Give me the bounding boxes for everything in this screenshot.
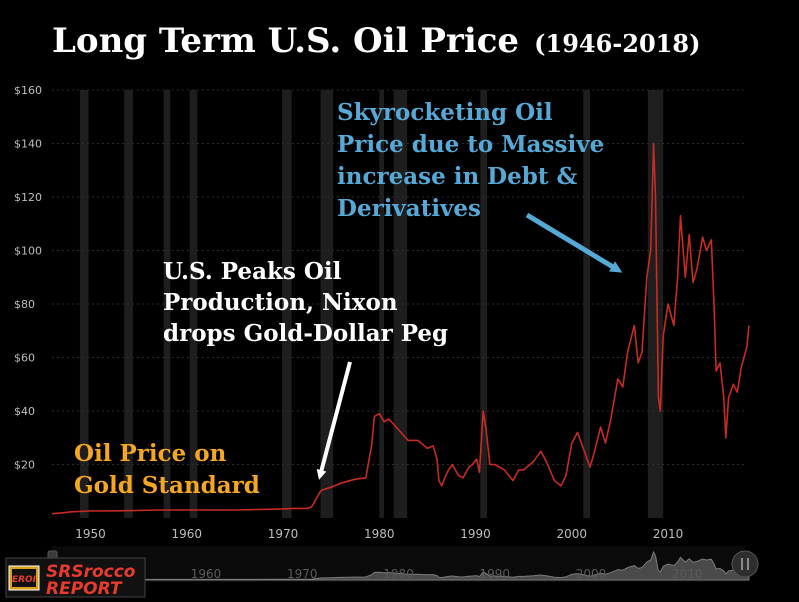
chart-title-main: Long Term U.S. Oil Price [52, 21, 519, 61]
ann-peak-line-2: drops Gold-Dollar Peg [163, 320, 448, 347]
annotation-gold-standard: Oil Price on Gold Standard [74, 440, 260, 499]
peak-oil-arrow [316, 361, 352, 480]
recession-band-9 [583, 90, 591, 518]
chart-title-sub: (1946-2018) [534, 29, 700, 58]
x-tick-label: 1970 [268, 527, 299, 541]
pause-handle-icon [731, 550, 759, 578]
y-tick-label: $160 [14, 84, 42, 97]
logo-badge-text: EROI [12, 575, 37, 585]
ann-gold-line-1: Gold Standard [74, 472, 260, 499]
y-tick-label: $60 [14, 352, 35, 365]
series-line-0 [51, 142, 750, 515]
srsrocco-logo: EROI SRSrocco REPORT [5, 557, 146, 599]
y-tick-label: $80 [14, 298, 35, 311]
ann-sky-line-3: Derivatives [337, 195, 481, 222]
ann-sky-line-2: increase in Debt & [337, 163, 577, 190]
logo-line2: REPORT [46, 579, 123, 599]
ann-peak-line-0: U.S. Peaks Oil [163, 258, 342, 285]
skyrocketing-arrow [525, 212, 623, 273]
y-tick-label: $120 [14, 191, 42, 204]
y-tick-label: $100 [14, 245, 42, 258]
grid-lines [52, 89, 745, 465]
ann-sky-line-1: Price due to Massive [337, 131, 604, 158]
ann-gold-line-0: Oil Price on [74, 440, 227, 467]
navigator-right-handle[interactable] [731, 550, 759, 578]
logo-line1: SRSrocco [46, 562, 136, 582]
y-tick-label: $20 [14, 459, 35, 472]
x-axis-ticks: 1950 1960 1970 1980 1990 2000 2010 [75, 527, 683, 541]
recession-band-6 [379, 90, 385, 518]
recession-band-0 [79, 90, 89, 518]
ann-sky-line-0: Skyrocketing Oil [337, 99, 553, 126]
navigator-tick-label: 1970 [287, 567, 318, 581]
x-tick-label: 1990 [460, 527, 491, 541]
navigator-tick-label: 2000 [576, 567, 607, 581]
chart-title: Long Term U.S. Oil Price (1946-2018) [52, 21, 700, 61]
navigator-ticks: 1960 1970 1980 1990 2000 2010 [191, 567, 703, 581]
series-layer [51, 142, 750, 515]
navigator-tick-label: 1960 [191, 567, 222, 581]
x-tick-label: 1960 [171, 527, 202, 541]
navigator-tick-label: 2010 [672, 567, 703, 581]
navigator-area [51, 550, 750, 581]
recession-band-10 [647, 90, 664, 518]
logo-badge-inner [12, 569, 36, 587]
annotation-skyrocketing: Skyrocketing Oil Price due to Massive incr… [337, 99, 604, 222]
x-tick-label: 1950 [75, 527, 106, 541]
navigator-tick-label: 1980 [383, 567, 414, 581]
y-tick-label: $40 [14, 405, 35, 418]
navigator-tick-label: 1990 [480, 567, 511, 581]
x-tick-label: 2010 [653, 527, 684, 541]
recession-band-4 [282, 90, 292, 518]
x-tick-label: 2000 [556, 527, 587, 541]
ann-peak-line-1: Production, Nixon [163, 289, 398, 316]
navigator[interactable]: 1960 1970 1980 1990 2000 2010 [47, 546, 759, 582]
y-axis-ticks: $20 $40 $60 $80 $100 $120 $140 $160 [14, 84, 42, 472]
annotation-peak-oil: U.S. Peaks Oil Production, Nixon drops Gol… [163, 258, 448, 347]
y-tick-label: $140 [14, 138, 42, 151]
x-tick-label: 1980 [364, 527, 395, 541]
